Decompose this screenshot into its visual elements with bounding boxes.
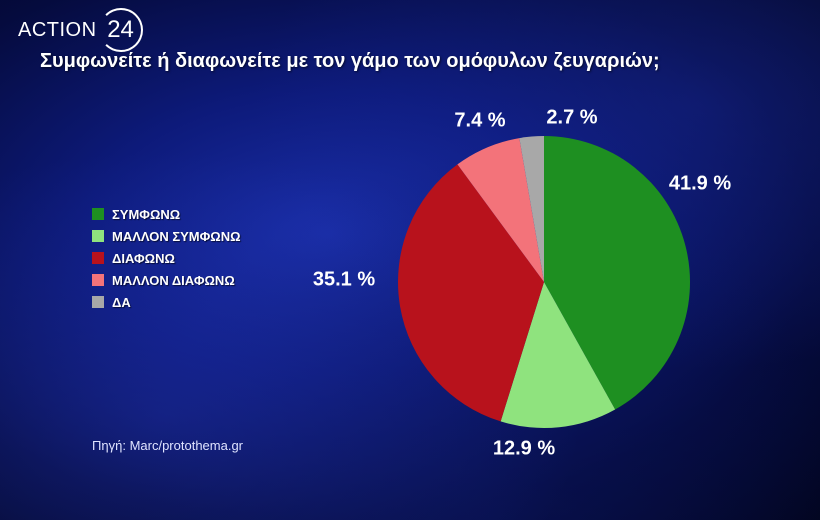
legend-label: ΔΑ [112, 294, 131, 310]
legend-swatch [92, 230, 104, 242]
legend-item-dk: ΔΑ [92, 291, 241, 313]
pie-slice [398, 164, 544, 422]
action24-logo: ACTION 24 [18, 8, 143, 52]
legend-swatch [92, 208, 104, 220]
legend-label: ΔΙΑΦΩΝΩ [112, 250, 175, 266]
logo-text: ACTION [18, 18, 97, 41]
legend-swatch [92, 296, 104, 308]
chart-legend: ΣΥΜΦΩΝΩ ΜΑΛΛΟΝ ΣΥΜΦΩΝΩ ΔΙΑΦΩΝΩ ΜΑΛΛΟΝ ΔΙ… [92, 203, 241, 313]
logo-number: 24 [107, 16, 134, 43]
legend-label: ΜΑΛΛΟΝ ΣΥΜΦΩΝΩ [112, 228, 241, 244]
legend-label: ΣΥΜΦΩΝΩ [112, 206, 181, 222]
legend-label: ΜΑΛΛΟΝ ΔΙΑΦΩΝΩ [112, 272, 235, 288]
legend-swatch [92, 274, 104, 286]
legend-item-agree: ΣΥΜΦΩΝΩ [92, 203, 241, 225]
pie-slice [500, 282, 616, 429]
legend-item-disagree: ΔΙΑΦΩΝΩ [92, 247, 241, 269]
legend-item-rather-disagree: ΜΑΛΛΟΝ ΔΙΑΦΩΝΩ [92, 269, 241, 291]
legend-item-rather-agree: ΜΑΛΛΟΝ ΣΥΜΦΩΝΩ [92, 225, 241, 247]
chart-title: Συμφωνείτε ή διαφωνείτε με τον γάμο των … [40, 50, 660, 72]
slice-value-label: 35.1 % [313, 268, 375, 290]
logo-circle: 24 [98, 8, 143, 52]
slice-value-label: 7.4 % [454, 109, 505, 131]
pie-slice [519, 136, 544, 282]
pie-slice [457, 138, 544, 282]
slice-value-label: 2.7 % [546, 106, 597, 128]
legend-swatch [92, 252, 104, 264]
slice-value-label: 41.9 % [669, 172, 731, 194]
pie-slice [544, 136, 691, 410]
source-note: Πηγή: Marc/protothema.gr [92, 438, 244, 453]
slice-value-label: 12.9 % [493, 437, 555, 459]
